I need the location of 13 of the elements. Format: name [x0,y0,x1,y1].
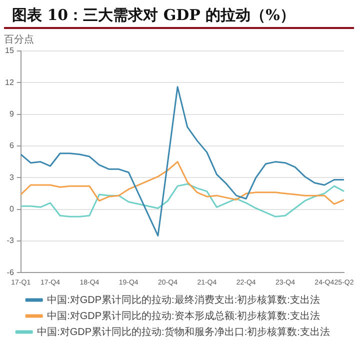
legend-label: 中国:对GDP累计同比的拉动:最终消费支出:初步核算数:支出法 [47,294,320,306]
chart-title: 图表 10：三大需求对 GDP 的拉动（%） [4,0,354,29]
y-tick-label: -6 [6,268,14,277]
y-tick-label: 9 [9,110,14,119]
y-tick-label: -3 [6,236,14,246]
legend-label: 中国:对GDP累计同比的拉动:货物和服务净出口:初步核算数:支出法 [37,326,330,338]
y-tick-label: 15 [4,46,14,56]
y-tick-label: 3 [9,172,14,182]
y-tick-label: 6 [9,141,14,150]
legend-label: 中国:对GDP累计同比的拉动:资本形成总额:初步核算数:支出法 [47,310,320,322]
y-tick-label: 12 [4,78,14,87]
y-tick-label: 0 [9,204,14,214]
y-axis-title: 百分点 [4,34,34,46]
